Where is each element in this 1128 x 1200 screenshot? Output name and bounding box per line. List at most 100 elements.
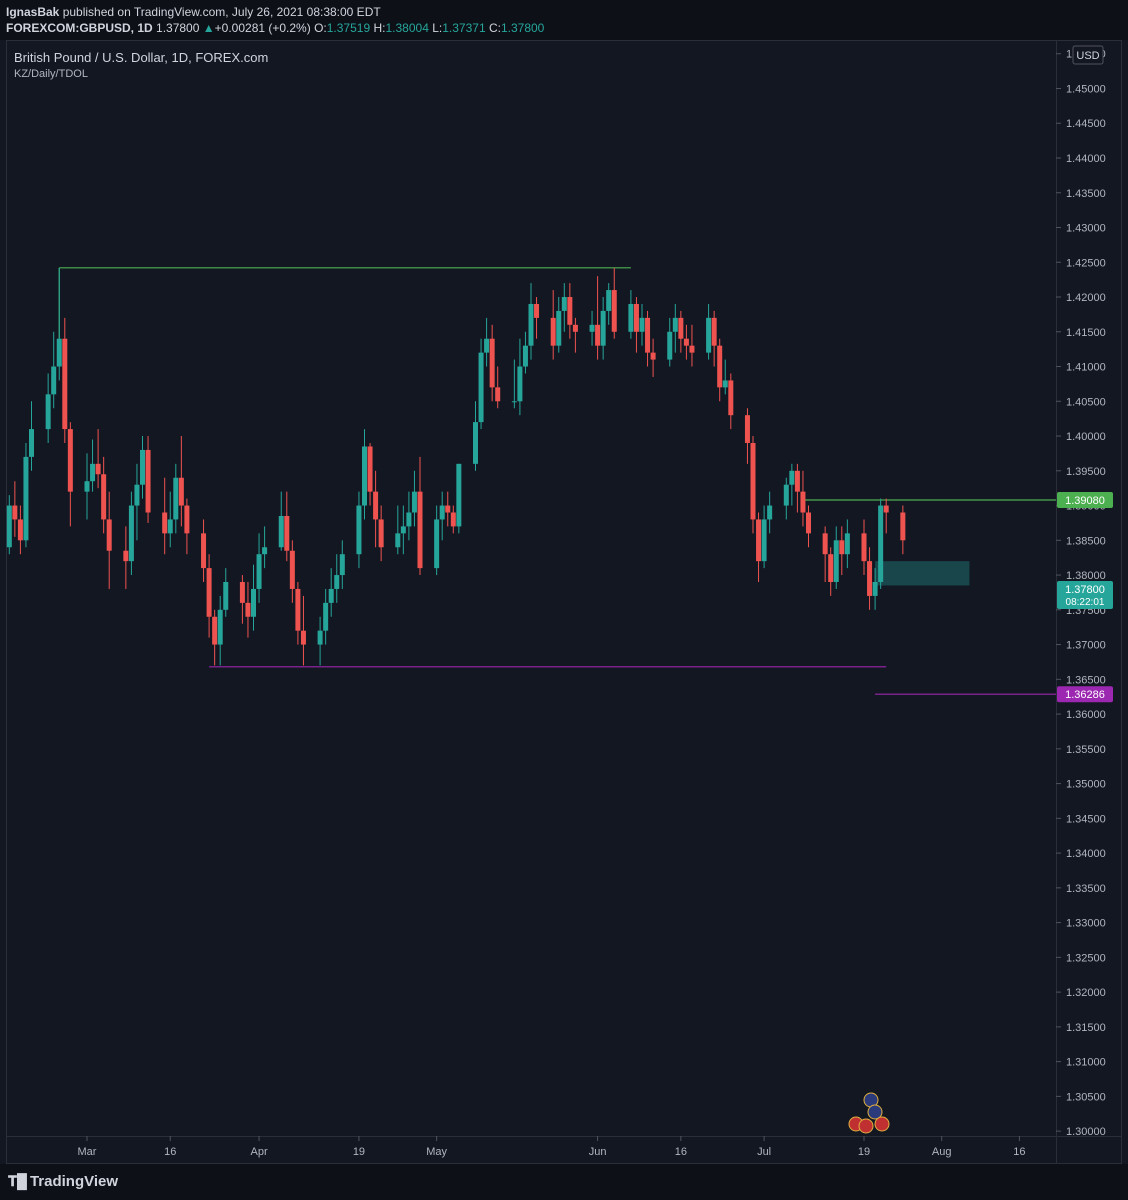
candle[interactable] bbox=[589, 310, 595, 346]
candle[interactable] bbox=[761, 505, 767, 569]
candle[interactable] bbox=[328, 568, 334, 617]
candle[interactable] bbox=[184, 498, 190, 555]
candle[interactable] bbox=[95, 429, 101, 489]
candle[interactable] bbox=[84, 453, 90, 520]
candle[interactable] bbox=[683, 324, 689, 360]
candle[interactable] bbox=[556, 297, 562, 353]
candle[interactable] bbox=[23, 442, 29, 548]
candle[interactable] bbox=[628, 290, 634, 339]
symbol-label[interactable]: FOREXCOM:GBPUSD, 1D bbox=[6, 21, 153, 35]
candle[interactable] bbox=[300, 595, 306, 666]
candle[interactable] bbox=[356, 491, 362, 569]
candle[interactable] bbox=[373, 470, 379, 548]
candle[interactable] bbox=[295, 582, 301, 645]
candle[interactable] bbox=[861, 519, 867, 576]
candle[interactable] bbox=[600, 297, 606, 360]
candle[interactable] bbox=[783, 477, 789, 520]
zone-box[interactable] bbox=[875, 561, 970, 586]
candle[interactable] bbox=[561, 283, 567, 332]
candle[interactable] bbox=[650, 338, 656, 377]
candle[interactable] bbox=[844, 519, 850, 569]
candle[interactable] bbox=[489, 324, 495, 402]
candle[interactable] bbox=[223, 568, 229, 617]
candle[interactable] bbox=[289, 540, 295, 603]
candle[interactable] bbox=[173, 463, 179, 534]
candle[interactable] bbox=[439, 491, 445, 541]
candle[interactable] bbox=[317, 616, 323, 666]
candle[interactable] bbox=[550, 290, 556, 360]
candle[interactable] bbox=[572, 317, 578, 353]
candle[interactable] bbox=[456, 463, 462, 534]
candle[interactable] bbox=[639, 303, 645, 346]
candle[interactable] bbox=[378, 505, 384, 562]
candle[interactable] bbox=[678, 310, 684, 353]
candle[interactable] bbox=[744, 408, 750, 464]
candle[interactable] bbox=[395, 505, 401, 555]
indicator-label[interactable]: KZ/Daily/TDOL bbox=[14, 68, 88, 80]
candle[interactable] bbox=[400, 505, 406, 555]
candle[interactable] bbox=[900, 505, 906, 555]
candle[interactable] bbox=[178, 436, 184, 527]
candle[interactable] bbox=[450, 505, 456, 534]
candle[interactable] bbox=[839, 526, 845, 576]
candle[interactable] bbox=[872, 568, 878, 610]
candle[interactable] bbox=[767, 491, 773, 534]
candle[interactable] bbox=[101, 456, 107, 534]
candle[interactable] bbox=[867, 547, 873, 610]
candle[interactable] bbox=[722, 359, 728, 395]
candle[interactable] bbox=[672, 303, 678, 353]
candle[interactable] bbox=[645, 310, 651, 367]
candle[interactable] bbox=[62, 317, 68, 443]
candle[interactable] bbox=[633, 297, 639, 353]
candle[interactable] bbox=[284, 491, 290, 562]
candle[interactable] bbox=[362, 429, 367, 520]
candle[interactable] bbox=[45, 373, 51, 443]
candle[interactable] bbox=[611, 267, 617, 339]
candle[interactable] bbox=[495, 366, 501, 409]
candle[interactable] bbox=[140, 436, 145, 499]
candle[interactable] bbox=[145, 436, 151, 523]
candle[interactable] bbox=[822, 526, 828, 583]
tradingview-brand[interactable]: 𝐓█ TradingView bbox=[8, 1173, 118, 1190]
candle[interactable] bbox=[883, 498, 889, 534]
candle[interactable] bbox=[511, 359, 517, 409]
candle[interactable] bbox=[206, 554, 212, 638]
candle[interactable] bbox=[278, 491, 284, 551]
candle[interactable] bbox=[434, 505, 440, 576]
candle[interactable] bbox=[567, 283, 573, 339]
candle[interactable] bbox=[833, 526, 839, 589]
candle[interactable] bbox=[12, 481, 18, 537]
candle[interactable] bbox=[262, 526, 268, 569]
candle[interactable] bbox=[473, 401, 478, 471]
chart-legend-title[interactable]: British Pound / U.S. Dollar, 1D, FOREX.c… bbox=[14, 50, 269, 65]
candle[interactable] bbox=[484, 317, 490, 367]
candle[interactable] bbox=[522, 331, 528, 374]
author-name[interactable]: IgnasBak bbox=[6, 5, 60, 19]
candle[interactable] bbox=[595, 276, 601, 360]
candle[interactable] bbox=[794, 463, 800, 513]
candle[interactable] bbox=[51, 331, 57, 409]
candle[interactable] bbox=[256, 533, 262, 603]
candle[interactable] bbox=[478, 338, 484, 430]
candle[interactable] bbox=[706, 303, 712, 360]
candle[interactable] bbox=[251, 564, 256, 631]
candle[interactable] bbox=[417, 456, 423, 576]
candle[interactable] bbox=[534, 297, 540, 339]
candle[interactable] bbox=[167, 491, 173, 548]
candle[interactable] bbox=[90, 439, 96, 492]
candle[interactable] bbox=[6, 495, 12, 555]
candle[interactable] bbox=[800, 470, 806, 527]
candle[interactable] bbox=[789, 463, 795, 506]
candle[interactable] bbox=[689, 324, 695, 367]
candle[interactable] bbox=[806, 505, 811, 548]
candle[interactable] bbox=[828, 547, 834, 596]
candle[interactable] bbox=[217, 595, 223, 666]
candle[interactable] bbox=[606, 283, 612, 325]
candle[interactable] bbox=[367, 442, 373, 506]
candle[interactable] bbox=[517, 338, 523, 416]
candle[interactable] bbox=[334, 554, 340, 603]
candle[interactable] bbox=[750, 436, 756, 534]
candle[interactable] bbox=[528, 283, 534, 360]
candle[interactable] bbox=[239, 575, 245, 624]
candle[interactable] bbox=[106, 491, 112, 589]
